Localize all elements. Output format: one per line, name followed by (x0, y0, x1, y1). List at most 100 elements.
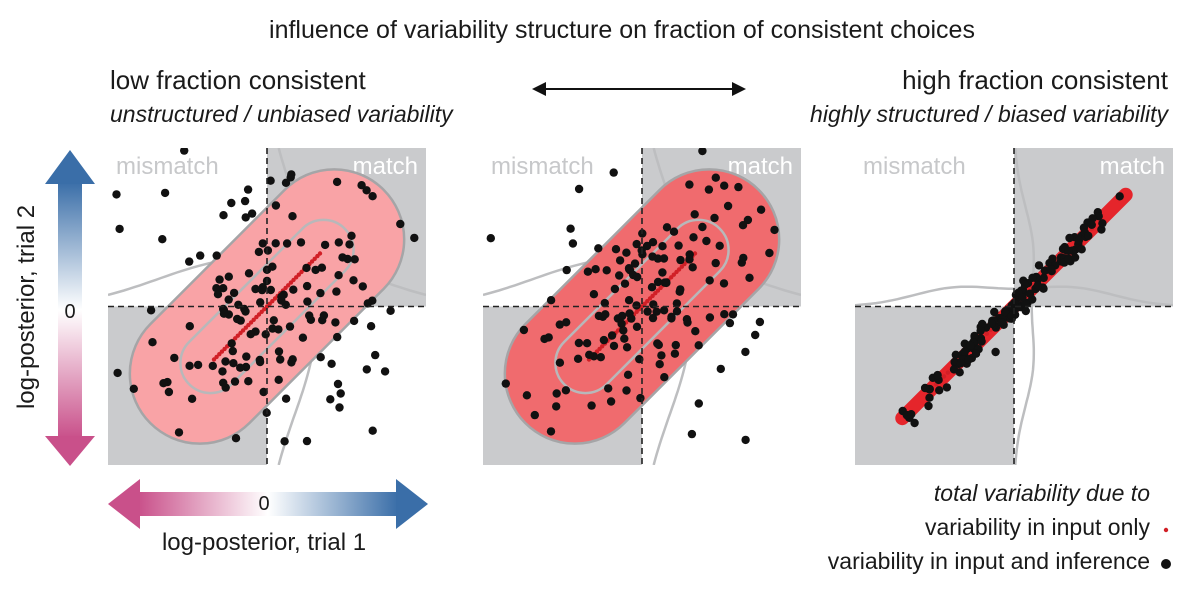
panel-highly-structured: mismatch match (855, 148, 1173, 465)
input-inference-dot (246, 330, 255, 339)
input-inference-dot (319, 311, 329, 320)
input-inference-dot (447, 277, 455, 285)
input-inference-dot (618, 311, 627, 321)
input-inference-dot (224, 272, 233, 281)
input-inference-dot (648, 238, 658, 247)
input-inference-dot (604, 384, 613, 393)
input-inference-dot (601, 310, 610, 319)
input-inference-dot (632, 239, 641, 249)
input-inference-dot (522, 391, 532, 400)
input-inference-dot (574, 338, 584, 348)
input-inference-dot (676, 285, 685, 294)
input-inference-dot (566, 224, 575, 233)
input-inference-dot (622, 386, 631, 395)
input-inference-dot (638, 250, 647, 259)
input-inference-dot (719, 279, 729, 288)
input-inference-dot (716, 364, 725, 374)
left-subheading: unstructured / unbiased variability (110, 101, 454, 127)
input-inference-dot (345, 240, 354, 249)
input-inference-dot (338, 253, 347, 262)
input-inference-dot (396, 219, 405, 229)
input-inference-dot (320, 240, 330, 250)
input-inference-dot (1098, 219, 1107, 228)
marginal-curve-trial2 (1014, 148, 1036, 465)
input-inference-dot (568, 239, 578, 248)
input-inference-dot (1020, 280, 1030, 289)
input-inference-dot (627, 314, 636, 323)
input-inference-dot (236, 316, 245, 325)
input-inference-dot (311, 265, 320, 275)
input-inference-dot (244, 269, 254, 278)
input-inference-dot (669, 227, 679, 236)
input-inference-dot (942, 383, 952, 392)
input-inference-dot (562, 265, 571, 275)
y-zero-label: 0 (64, 301, 75, 323)
input-inference-dot (741, 347, 750, 357)
input-inference-dot (659, 254, 669, 263)
input-inference-dot (251, 284, 260, 294)
input-inference-dot (662, 278, 671, 288)
input-inference-dot (519, 325, 529, 335)
input-inference-dot (632, 301, 641, 310)
input-inference-dot (241, 307, 250, 316)
input-inference-dot (725, 318, 735, 328)
input-inference-dot (978, 319, 987, 329)
input-inference-dot (185, 322, 194, 331)
input-inference-dot (229, 359, 238, 368)
input-inference-dot (164, 387, 174, 397)
input-inference-dot (335, 403, 344, 412)
input-inference-dot (660, 373, 669, 382)
input-inference-dot (589, 290, 599, 299)
input-inference-dot (991, 347, 1000, 357)
input-inference-dot (263, 246, 273, 255)
input-inference-dot (281, 394, 291, 403)
input-inference-dot (933, 370, 942, 380)
input-inference-dot (671, 340, 680, 350)
input-inference-dot (317, 263, 327, 272)
input-inference-dot (227, 198, 236, 208)
input-inference-dot (662, 223, 672, 232)
input-inference-dot (620, 334, 629, 343)
input-inference-dot (999, 320, 1008, 329)
right-heading: high fraction consistent (902, 65, 1169, 95)
input-inference-dot (657, 351, 666, 360)
input-inference-dot (274, 325, 283, 334)
input-only-dot (941, 374, 947, 379)
y-axis-arrow-icon (45, 150, 95, 466)
input-inference-dot (630, 259, 640, 268)
input-inference-dot (622, 343, 632, 352)
input-inference-dot (600, 298, 609, 308)
input-inference-dot (715, 241, 724, 250)
input-inference-dot (1070, 253, 1080, 262)
input-inference-dot (738, 221, 748, 230)
input-inference-dot (219, 309, 229, 318)
input-inference-dot (289, 285, 298, 294)
input-inference-dot (602, 266, 611, 275)
input-inference-dot (935, 386, 944, 395)
input-inference-dot (546, 427, 556, 436)
input-inference-dot (380, 367, 390, 376)
input-only-dot (312, 256, 317, 261)
input-inference-dot (956, 359, 966, 368)
input-inference-dot (672, 307, 682, 316)
input-inference-dot (685, 255, 694, 264)
input-only-dot (296, 272, 301, 277)
input-inference-dot (659, 306, 669, 315)
input-inference-dot (960, 347, 969, 356)
input-inference-dot (302, 281, 312, 291)
input-only-dot (945, 370, 951, 375)
input-inference-dot (705, 313, 715, 322)
input-inference-dot (255, 355, 264, 365)
input-inference-dot (261, 330, 270, 339)
input-inference-dot (180, 148, 189, 155)
input-inference-dot (219, 284, 228, 293)
input-inference-dot (336, 389, 345, 398)
input-inference-dot (1046, 265, 1056, 274)
input-inference-dot (702, 236, 711, 246)
legend-black-dot-marker (1161, 559, 1171, 569)
input-inference-dot (316, 288, 325, 298)
input-inference-dot (221, 357, 230, 366)
input-inference-dot (1033, 281, 1043, 290)
input-inference-dot (362, 186, 371, 195)
input-inference-dot (611, 491, 619, 499)
